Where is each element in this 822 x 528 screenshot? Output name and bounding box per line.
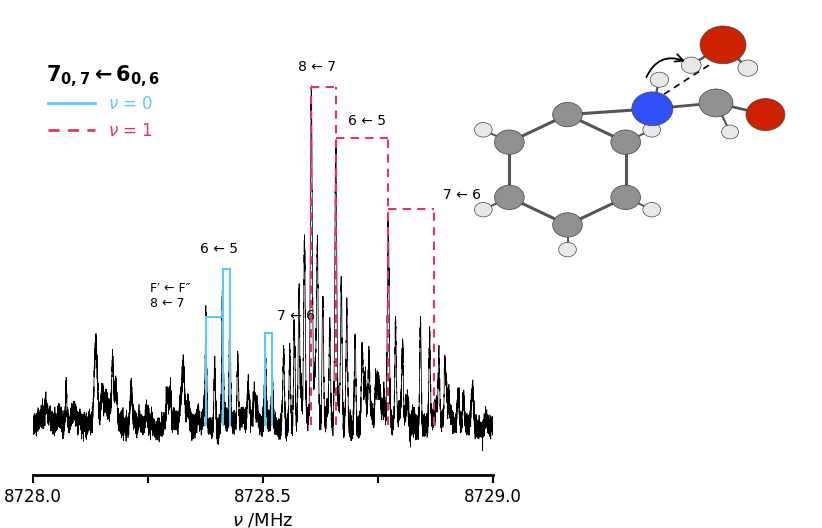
Text: 8 ← 7: 8 ← 7 <box>298 60 336 73</box>
Circle shape <box>474 202 492 217</box>
Text: 7 ← 6: 7 ← 6 <box>277 309 315 323</box>
Circle shape <box>632 92 673 126</box>
Text: 6 ← 5: 6 ← 5 <box>201 242 238 256</box>
Circle shape <box>559 242 576 257</box>
Circle shape <box>495 185 524 210</box>
Circle shape <box>700 26 746 64</box>
Circle shape <box>738 60 758 76</box>
Circle shape <box>722 125 739 139</box>
Circle shape <box>552 102 582 127</box>
X-axis label: $\nu$ /MHz: $\nu$ /MHz <box>233 512 293 528</box>
Circle shape <box>681 57 701 73</box>
Circle shape <box>746 99 785 130</box>
Circle shape <box>699 89 733 117</box>
Text: 6 ← 5: 6 ← 5 <box>348 114 386 128</box>
Circle shape <box>611 185 640 210</box>
Circle shape <box>643 122 661 137</box>
Circle shape <box>474 122 492 137</box>
Circle shape <box>643 202 661 217</box>
Text: F′ ← F″
8 ← 7: F′ ← F″ 8 ← 7 <box>150 282 191 310</box>
Circle shape <box>495 130 524 154</box>
Circle shape <box>650 72 668 87</box>
Circle shape <box>552 213 582 237</box>
Text: 7 ← 6: 7 ← 6 <box>444 188 482 202</box>
Circle shape <box>611 130 640 154</box>
Legend: $\nu$ = 0, $\nu$ = 1: $\nu$ = 0, $\nu$ = 1 <box>41 89 159 146</box>
Text: $\mathbf{7_{0,7}}$$\mathbf{\leftarrow}$$\mathbf{6_{0,6}}$: $\mathbf{7_{0,7}}$$\mathbf{\leftarrow}$$… <box>46 63 160 89</box>
FancyArrowPatch shape <box>646 54 683 77</box>
